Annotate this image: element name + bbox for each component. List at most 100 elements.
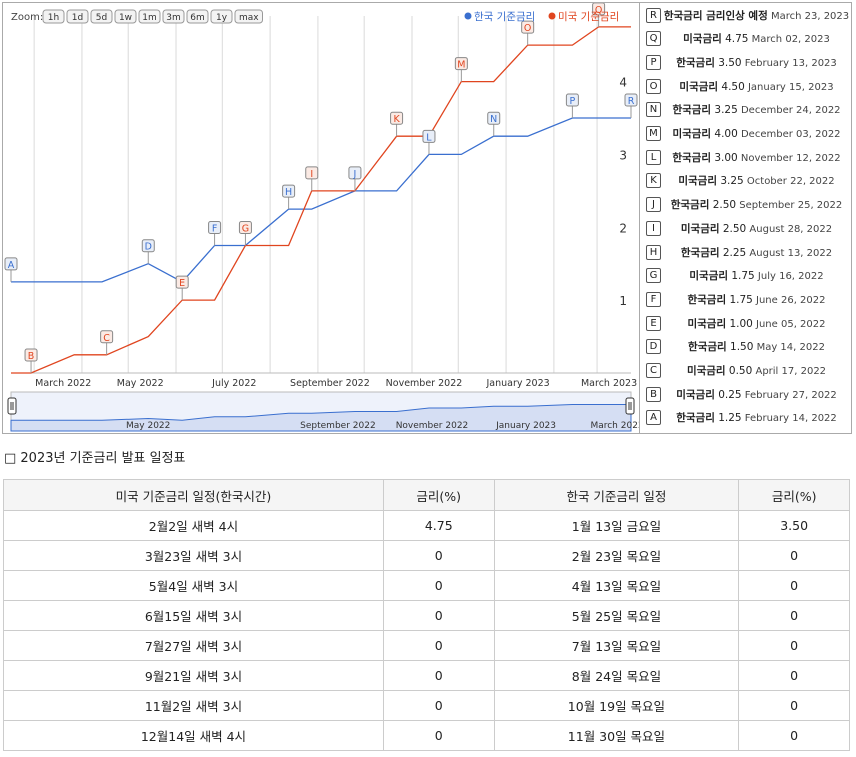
flag-letter: B <box>28 351 35 362</box>
table-row: 7월27일 새벽 3시 0 7월 13일 목요일 0 <box>3 630 850 661</box>
event-text: 한국금리 1.75 June 26, 2022 <box>661 292 852 307</box>
event-item[interactable]: I 미국금리 2.50 August 28, 2022 <box>640 217 852 239</box>
event-value: 4.75 <box>721 33 749 46</box>
kr-schedule-cell: 7월 13일 목요일 <box>493 630 740 661</box>
korea-rate-line <box>11 117 631 283</box>
event-item[interactable]: G 미국금리 1.75 July 16, 2022 <box>640 265 852 287</box>
event-item[interactable]: K 미국금리 3.25 October 22, 2022 <box>640 170 852 192</box>
y-tick-label: 3 <box>619 148 627 162</box>
event-item[interactable]: A 한국금리 1.25 February 14, 2022 <box>640 407 852 429</box>
event-item[interactable]: N 한국금리 3.25 December 24, 2022 <box>640 99 852 121</box>
zoom-button-3m[interactable] <box>162 9 185 24</box>
flag-letter: Q <box>595 5 602 16</box>
zoom-button-max[interactable] <box>234 9 263 24</box>
flag-letter: G <box>242 224 249 235</box>
zoom-button-label: 3m <box>166 13 181 23</box>
event-item[interactable]: J 한국금리 2.50 September 25, 2022 <box>640 194 852 216</box>
event-item[interactable]: B 미국금리 0.25 February 27, 2022 <box>640 383 852 405</box>
flag-marker[interactable] <box>565 93 579 107</box>
flag-marker[interactable] <box>422 129 436 143</box>
flag-letter: C <box>103 333 110 344</box>
event-letter-badge: H <box>646 244 661 260</box>
event-text: 한국금리 1.25 February 14, 2022 <box>661 410 852 425</box>
table-row: 6월15일 새벽 3시 0 5월 25일 목요일 0 <box>3 600 850 631</box>
zoom-label: Zoom: <box>11 12 43 23</box>
flag-marker[interactable] <box>282 184 296 198</box>
zoom-button-1h[interactable] <box>42 9 65 24</box>
legend-korea-label: 한국 기준금리 <box>474 11 535 23</box>
event-item[interactable]: F 한국금리 1.75 June 26, 2022 <box>640 288 852 310</box>
zoom-button-1w[interactable] <box>114 9 137 24</box>
flag-marker[interactable] <box>390 111 404 125</box>
table-row: 5월4일 새벽 3시 0 4월 13일 목요일 0 <box>3 570 850 601</box>
us-rate-line <box>11 26 631 374</box>
navigator-tick-label: March 2023 <box>590 421 639 431</box>
kr-rate-cell: 3.50 <box>738 510 850 541</box>
zoom-button-1d[interactable] <box>66 9 89 24</box>
event-text: 한국금리 금리인상 예정 March 23, 2023 <box>661 8 852 23</box>
event-title: 한국금리 <box>672 104 712 117</box>
event-item[interactable]: P 한국금리 3.50 February 13, 2023 <box>640 51 852 73</box>
zoom-button-1m[interactable] <box>138 9 161 24</box>
flag-letter: M <box>457 60 465 71</box>
event-item[interactable]: M 미국금리 4.00 December 03, 2022 <box>640 123 852 145</box>
event-date: February 13, 2023 <box>741 57 837 69</box>
flag-marker[interactable] <box>305 166 319 180</box>
table-row: 12월14일 새벽 4시 0 11월 30일 목요일 0 <box>3 720 850 751</box>
flag-marker[interactable] <box>4 257 18 271</box>
event-title: 미국금리 <box>683 33 722 46</box>
event-item[interactable]: R 한국금리 금리인상 예정 March 23, 2023 <box>640 4 852 26</box>
zoom-button-5d[interactable] <box>90 9 113 24</box>
header-kr-rate: 금리(%) <box>738 479 850 511</box>
event-date: February 27, 2022 <box>741 389 837 401</box>
event-date: April 17, 2022 <box>752 366 827 377</box>
event-item[interactable]: L 한국금리 3.00 November 12, 2022 <box>640 146 852 168</box>
flag-letter: R <box>628 96 635 107</box>
event-item[interactable]: C 미국금리 0.50 April 17, 2022 <box>640 360 852 382</box>
event-date: June 26, 2022 <box>752 294 826 306</box>
flag-marker[interactable] <box>24 348 38 362</box>
us-rate-cell: 0 <box>382 660 495 691</box>
event-letter-badge: K <box>646 173 661 189</box>
table-row: 3월23일 새벽 3시 0 2월 23일 목요일 0 <box>3 540 850 571</box>
zoom-button-6m[interactable] <box>186 9 209 24</box>
flag-marker[interactable] <box>141 239 155 253</box>
flag-marker[interactable] <box>592 3 606 16</box>
flag-marker[interactable] <box>348 166 362 180</box>
navigator-left-handle[interactable] <box>7 397 17 415</box>
event-item[interactable]: O 미국금리 4.50 January 15, 2023 <box>640 75 852 97</box>
flag-marker[interactable] <box>100 330 114 344</box>
kr-rate-cell: 0 <box>738 570 850 601</box>
event-item[interactable]: D 한국금리 1.50 May 14, 2022 <box>640 336 852 358</box>
event-text: 한국금리 2.50 September 25, 2022 <box>661 197 852 212</box>
event-value: 3.50 <box>714 56 742 69</box>
event-list: R 한국금리 금리인상 예정 March 23, 2023 Q 미국금리 4.75 M… <box>639 3 852 433</box>
flag-marker[interactable] <box>487 111 501 125</box>
us-schedule-cell: 12월14일 새벽 4시 <box>3 720 384 751</box>
event-item[interactable]: H 한국금리 2.25 August 13, 2022 <box>640 241 852 263</box>
us-schedule-cell: 11월2일 새벽 3시 <box>3 690 384 721</box>
y-tick-label: 4 <box>619 76 627 90</box>
event-letter-badge: O <box>646 78 661 94</box>
flag-marker[interactable] <box>454 57 468 71</box>
event-date: October 22, 2022 <box>743 176 835 188</box>
event-item[interactable]: E 미국금리 1.00 June 05, 2022 <box>640 312 852 334</box>
schedule-table: 미국 기준금리 일정(한국시간) 금리(%) 한국 기준금리 일정 금리(%) … <box>3 479 850 751</box>
zoom-button-1y[interactable] <box>210 9 233 24</box>
flag-marker[interactable] <box>521 20 535 34</box>
event-text: 미국금리 3.25 October 22, 2022 <box>661 173 852 188</box>
flag-marker[interactable] <box>624 93 638 107</box>
event-value: 3.25 <box>711 104 738 117</box>
event-value: 2.50 <box>709 199 737 212</box>
event-title: 한국금리 <box>676 56 715 69</box>
navigator-right-handle[interactable] <box>625 397 635 415</box>
flag-marker[interactable] <box>208 221 222 234</box>
x-tick-label: January 2023 <box>485 378 549 389</box>
event-letter-badge: P <box>646 54 661 70</box>
event-value: 2.25 <box>719 246 747 259</box>
event-value: 3.25 <box>717 175 744 188</box>
flag-marker[interactable] <box>238 221 252 234</box>
flag-letter: E <box>179 278 185 289</box>
event-item[interactable]: Q 미국금리 4.75 March 02, 2023 <box>640 28 852 50</box>
flag-marker[interactable] <box>175 275 189 289</box>
